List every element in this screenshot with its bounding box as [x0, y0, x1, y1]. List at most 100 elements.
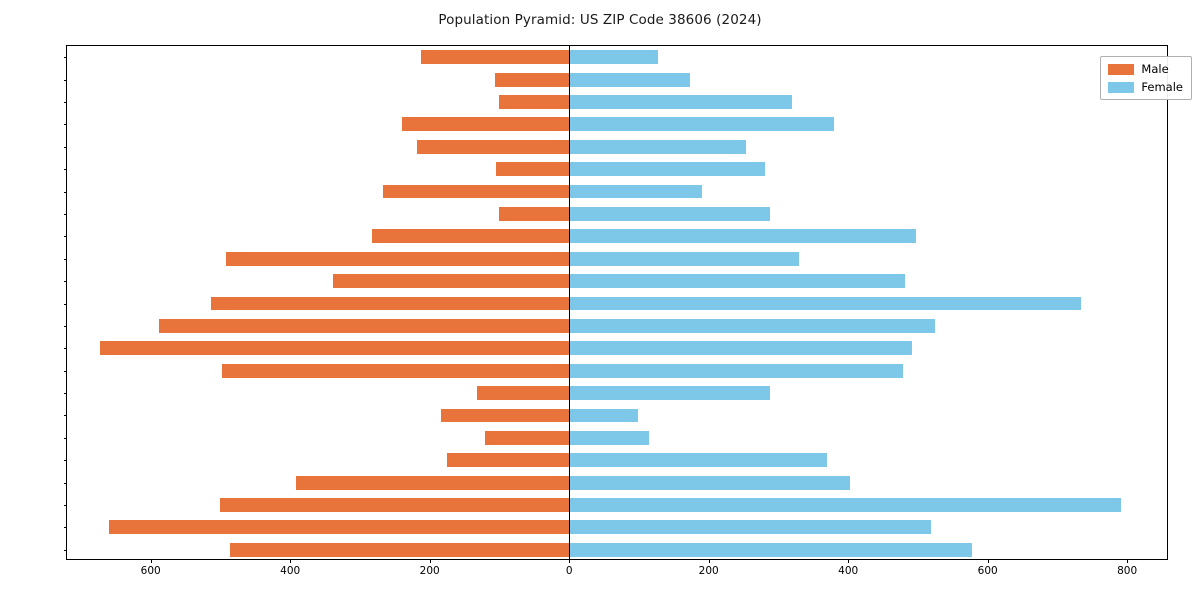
- bar-female: [569, 386, 771, 400]
- x-axis-label: 400: [838, 565, 859, 577]
- x-axis-label: 400: [280, 565, 301, 577]
- bar-female: [569, 251, 800, 266]
- legend-label: Male: [1141, 62, 1169, 76]
- bar-female: [569, 184, 702, 199]
- bar-male: [333, 274, 570, 289]
- bar-male: [495, 72, 570, 87]
- bar-male: [477, 386, 570, 400]
- bar-male: [220, 498, 570, 512]
- x-axis-label: 800: [1117, 565, 1138, 577]
- legend-label: Female: [1141, 80, 1183, 94]
- bar-female: [569, 139, 747, 154]
- bar-female: [569, 318, 935, 333]
- bar-female: [569, 341, 913, 356]
- x-axis-tick: [848, 559, 850, 563]
- bar-female: [569, 117, 835, 132]
- pyramid-row: [67, 274, 1167, 289]
- y-axis-tick: [63, 169, 67, 171]
- y-axis-tick: [63, 393, 67, 395]
- bar-female: [569, 162, 766, 177]
- y-axis-tick: [63, 482, 67, 484]
- pyramid-row: [67, 520, 1167, 535]
- bar-female: [569, 430, 650, 445]
- x-axis-label: 600: [140, 565, 161, 577]
- bar-female: [569, 95, 793, 109]
- y-axis-tick: [63, 124, 67, 126]
- bar-female: [569, 296, 1082, 311]
- y-axis-tick: [63, 101, 67, 103]
- y-axis-tick: [63, 79, 67, 81]
- pyramid-row: [67, 162, 1167, 177]
- legend-item: Male: [1108, 62, 1183, 76]
- bar-female: [569, 542, 973, 557]
- pyramid-row: [67, 453, 1167, 468]
- x-axis-tick: [150, 559, 152, 563]
- x-axis-tick: [987, 559, 989, 563]
- y-axis-tick: [63, 146, 67, 148]
- bar-male: [499, 95, 570, 109]
- pyramid-row: [67, 430, 1167, 445]
- bar-male: [229, 542, 570, 557]
- chart-legend: Male Female: [1100, 56, 1192, 100]
- pyramid-row: [67, 139, 1167, 154]
- legend-swatch-icon: [1108, 81, 1135, 93]
- legend-item: Female: [1108, 80, 1183, 94]
- pyramid-row: [67, 386, 1167, 400]
- bar-male: [447, 453, 570, 468]
- pyramid-row: [67, 229, 1167, 244]
- bars-layer: [67, 46, 1167, 559]
- bar-male: [372, 229, 570, 244]
- bar-male: [401, 117, 570, 132]
- y-axis-tick: [63, 325, 67, 327]
- x-axis-label: 200: [419, 565, 440, 577]
- bar-male: [99, 341, 570, 356]
- pyramid-row: [67, 475, 1167, 490]
- pyramid-row: [67, 50, 1167, 65]
- y-axis-tick: [63, 460, 67, 462]
- y-axis-tick: [63, 415, 67, 417]
- y-axis-tick: [63, 191, 67, 193]
- pyramid-row: [67, 95, 1167, 109]
- bar-male: [226, 251, 570, 266]
- y-axis-tick: [63, 303, 67, 305]
- y-axis-tick: [63, 437, 67, 439]
- x-axis-label: 600: [977, 565, 998, 577]
- pyramid-row: [67, 117, 1167, 132]
- pyramid-row: [67, 72, 1167, 87]
- bar-female: [569, 229, 916, 244]
- y-axis-tick: [63, 236, 67, 238]
- pyramid-row: [67, 251, 1167, 266]
- pyramid-row: [67, 184, 1167, 199]
- y-axis-tick: [63, 281, 67, 283]
- pyramid-row: [67, 296, 1167, 311]
- bar-female: [569, 498, 1121, 512]
- bar-female: [569, 408, 639, 423]
- bar-male: [499, 206, 570, 221]
- bar-female: [569, 453, 828, 468]
- bar-male: [211, 296, 570, 311]
- bar-male: [382, 184, 570, 199]
- bar-female: [569, 363, 904, 378]
- y-axis-tick: [63, 57, 67, 59]
- pyramid-row: [67, 498, 1167, 512]
- bar-male: [420, 50, 570, 65]
- bar-male: [440, 408, 570, 423]
- x-axis-label: 200: [698, 565, 719, 577]
- x-axis-tick: [290, 559, 292, 563]
- pyramid-row: [67, 363, 1167, 378]
- chart-title: Population Pyramid: US ZIP Code 38606 (2…: [438, 12, 762, 28]
- pyramid-row: [67, 341, 1167, 356]
- plot-area: 85+80-8475-7970-7467-6965-6662-6460-6155…: [63, 45, 1168, 577]
- x-axis-label: 0: [565, 565, 573, 577]
- x-axis-tick: [708, 559, 710, 563]
- y-axis-tick: [63, 505, 67, 507]
- bar-female: [569, 475, 850, 490]
- bar-female: [569, 274, 905, 289]
- y-axis-tick: [63, 549, 67, 551]
- pyramid-row: [67, 408, 1167, 423]
- bar-female: [569, 72, 690, 87]
- bar-female: [569, 520, 932, 535]
- bar-male: [108, 520, 570, 535]
- zero-axis-line: [569, 46, 571, 559]
